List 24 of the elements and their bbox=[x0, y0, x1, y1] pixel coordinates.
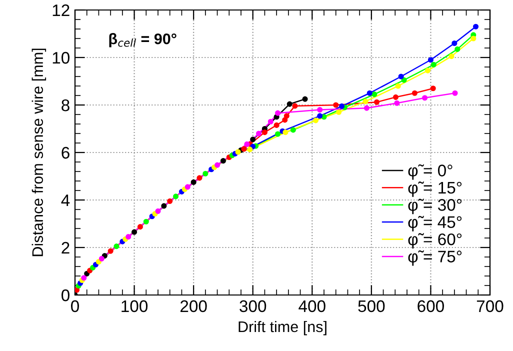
x-tick-label: 100 bbox=[122, 300, 148, 312]
y-tick-label: 12 bbox=[52, 4, 70, 16]
y-tick-label: 6 bbox=[62, 146, 70, 159]
y-tick-label: 0 bbox=[62, 289, 70, 302]
legend-label: φ̃ = 30° bbox=[408, 198, 462, 214]
x-axis-title: Drift time [ns] bbox=[238, 320, 326, 336]
legend-label: φ̃ = 45° bbox=[408, 216, 462, 232]
legend-label: φ̃ = 15° bbox=[408, 182, 462, 197]
legend-label: φ̃ = 0° bbox=[408, 164, 452, 180]
x-tick-label: 600 bbox=[418, 300, 444, 312]
y-tick-label: 10 bbox=[52, 52, 70, 64]
legend-label: φ̃ = 60° bbox=[408, 233, 462, 249]
y-tick-label: 2 bbox=[62, 242, 70, 254]
y-tick-label: 8 bbox=[62, 99, 70, 112]
x-tick-label: 300 bbox=[240, 300, 266, 312]
x-tick-label: 700 bbox=[476, 300, 504, 312]
legend-label: φ̃ = 75° bbox=[408, 250, 462, 266]
x-tick-label: 0 bbox=[71, 300, 79, 312]
annotation: β$_{cell}$ = 90° bbox=[109, 33, 176, 48]
y-tick-label: 4 bbox=[61, 194, 70, 206]
x-tick-label: 200 bbox=[180, 300, 207, 312]
x-tick-label: 400 bbox=[298, 300, 326, 312]
y-axis-title: Distance from sense wire [mm] bbox=[32, 48, 46, 256]
x-tick-label: 500 bbox=[358, 300, 385, 312]
